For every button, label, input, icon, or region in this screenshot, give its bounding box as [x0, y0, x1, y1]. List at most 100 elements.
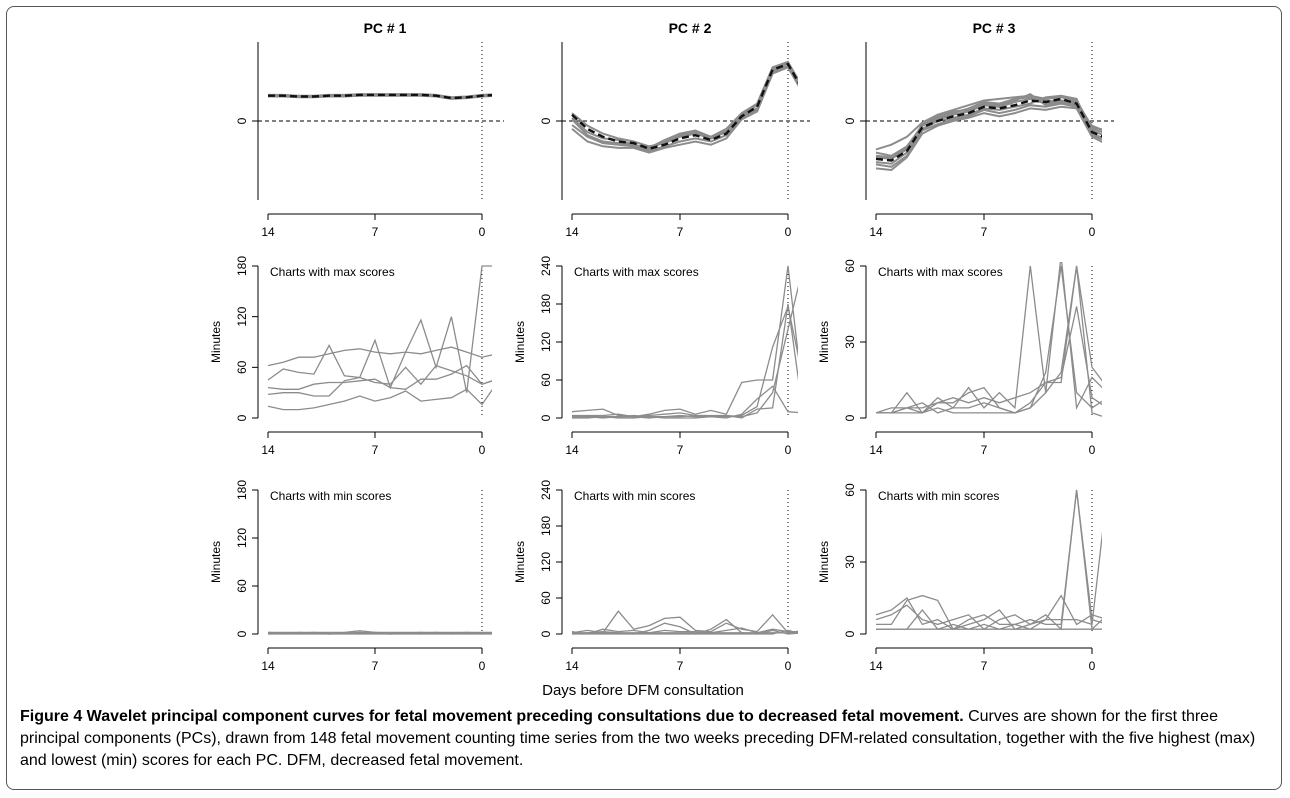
pc1-min-x-tick-label: 7	[372, 659, 379, 673]
pc1-max-y-tick-label: 0	[235, 414, 249, 421]
pc2-max-series-line	[572, 385, 798, 419]
pc3-max-inner-label: Charts with max scores	[878, 265, 1003, 279]
caption-title: Figure 4 Wavelet principal component cur…	[20, 708, 964, 725]
pc3-max-y-label: Minutes	[817, 321, 831, 363]
pc1-min-curves	[267, 630, 492, 635]
pc2-min-curves	[571, 610, 798, 635]
pc2-min-x-tick-label: 0	[785, 659, 792, 673]
pc3-max-x-tick-label: 14	[869, 443, 883, 457]
pc2-curve-x-tick-label: 14	[565, 225, 579, 239]
pc1-curve-x-tick-label: 7	[372, 225, 379, 239]
pc2-max-inner-label: Charts with max scores	[574, 265, 699, 279]
pc3-min-series-line	[876, 531, 1102, 630]
pc3-curve-x-tick-label: 7	[981, 225, 988, 239]
pc3-curve-curves	[875, 92, 1102, 172]
pc1-min-y-label: Minutes	[209, 541, 223, 583]
pc3-max-series-line	[876, 265, 1102, 414]
pc1-max-y-label: Minutes	[209, 321, 223, 363]
pc2-max-y-tick-label: 60	[539, 373, 553, 387]
pc1-curve-y-tick-label: 0	[235, 117, 249, 124]
pc2-max-y-tick-label: 0	[539, 414, 553, 421]
pc1-max-panel: 14 7 0 0 60 120 180 Minutes Charts with max scor…	[209, 256, 492, 457]
pc2-min-series-line	[572, 629, 798, 635]
pc3-max-x-tick-label: 7	[981, 443, 988, 457]
pc3-curve-mean-line	[875, 97, 1102, 162]
pc1-min-y-tick-label: 120	[235, 528, 249, 548]
pc2-max-x-tick-label: 14	[565, 443, 579, 457]
pc2-min-inner-label: Charts with min scores	[574, 489, 695, 503]
pc3-curve-y-tick-label: 0	[843, 117, 857, 124]
pc1-max-series-line	[267, 364, 492, 397]
pc3-max-y-tick-label: 30	[843, 335, 857, 349]
pc3-max-series-line	[876, 265, 1102, 414]
pc3-max-series-line	[876, 306, 1102, 414]
pc2-min-y-tick-label: 180	[539, 516, 553, 536]
pc1-max-inner-label: Charts with max scores	[270, 265, 395, 279]
pc1-max-x-tick-label: 0	[479, 443, 486, 457]
pc1-min-x-tick-label: 14	[261, 659, 275, 673]
pc3-min-y-label: Minutes	[817, 541, 831, 583]
pc1-max-series-line	[267, 265, 492, 393]
pc2-max-x-tick-label: 7	[677, 443, 684, 457]
pc3-curve-series-line	[875, 92, 1102, 160]
pc3-curve-series-line	[875, 94, 1102, 151]
pc2-max-series-line	[571, 265, 798, 418]
pc3-curve-series-line	[875, 102, 1102, 168]
pc1-curve-x-tick-label: 0	[479, 225, 486, 239]
pc2-curve-y-tick-label: 0	[539, 117, 553, 124]
figure-frame	[6, 6, 1282, 790]
pc3-curve-x-tick-label: 0	[1089, 225, 1096, 239]
pc2-min-series-line	[571, 627, 798, 635]
pc3-max-x-tick-label: 0	[1089, 443, 1096, 457]
pc3-min-y-tick-label: 30	[843, 555, 857, 569]
pc1-min-series-line	[267, 631, 492, 634]
pc2-curve-x-tick-label: 0	[785, 225, 792, 239]
pc2-min-y-tick-label: 60	[539, 591, 553, 605]
panels-group: PC # 1 14 7 0 0 PC # 2 14 7 0 0 PC # 3 14 7 0 0 14 7 0 0 60…	[209, 20, 1114, 673]
pc3-min-inner-label: Charts with min scores	[878, 489, 999, 503]
pc1-max-x-tick-label: 14	[261, 443, 275, 457]
pc3-max-curves	[875, 262, 1102, 417]
pc2-min-y-tick-label: 0	[539, 630, 553, 637]
pc1-max-series-line	[267, 346, 492, 367]
pc2-min-y-tick-label: 240	[539, 480, 553, 500]
pc2-max-panel: 14 7 0 0 60 120 180 240 Minutes Charts with max s…	[513, 256, 798, 457]
pc3-curve-series-line	[875, 105, 1102, 172]
pc1-max-series-line	[267, 388, 492, 411]
pc1-max-y-tick-label: 180	[235, 256, 249, 276]
pc3-min-x-tick-label: 0	[1089, 659, 1096, 673]
pc2-curve-x-tick-label: 7	[677, 225, 684, 239]
pc1-curve-mean-line	[268, 93, 492, 100]
pc3-min-y-tick-label: 0	[843, 630, 857, 637]
pc2-max-y-label: Minutes	[513, 321, 527, 363]
pc1-curve-curves	[268, 93, 492, 100]
pc1-min-y-tick-label: 0	[235, 630, 249, 637]
figure-caption: Figure 4 Wavelet principal component cur…	[20, 706, 1270, 772]
x-axis-label: Days before DFM consultation	[542, 682, 744, 699]
pc3-max-panel: 14 7 0 0 30 60 Minutes Charts with max scores	[817, 259, 1102, 457]
pc3-curve-panel: PC # 3 14 7 0 0	[843, 20, 1114, 239]
pc3-max-y-tick-label: 60	[843, 259, 857, 273]
pc2-max-y-tick-label: 120	[539, 332, 553, 352]
pc2-min-panel: 14 7 0 0 60 120 180 240 Minutes Charts with min s…	[513, 480, 798, 673]
pc3-min-curves	[875, 489, 1102, 631]
pc1-min-x-tick-label: 0	[479, 659, 486, 673]
pc2-max-series-line	[572, 285, 798, 418]
caption-text: Curves are shown for the first three pri…	[20, 708, 1256, 769]
pc3-max-series-line	[876, 262, 1102, 414]
pc3-min-x-tick-label: 14	[869, 659, 883, 673]
pc2-curve-curves	[571, 60, 798, 154]
pc2-max-y-tick-label: 180	[539, 294, 553, 314]
pc1-max-series-line	[267, 364, 492, 390]
pc3-min-panel: 14 7 0 0 30 60 Minutes Charts with min scores	[817, 483, 1102, 673]
pc1-min-y-tick-label: 180	[235, 480, 249, 500]
pc1-max-y-tick-label: 60	[235, 360, 249, 374]
pc3-min-x-tick-label: 7	[981, 659, 988, 673]
pc2-curve-title: PC # 2	[669, 20, 712, 36]
pc3-curve-x-tick-label: 14	[869, 225, 883, 239]
pc2-curve-panel: PC # 2 14 7 0 0	[539, 20, 810, 239]
pc1-min-panel: 14 7 0 0 60 120 180 Minutes Charts with min scor…	[209, 480, 492, 673]
pc3-min-y-tick-label: 60	[843, 483, 857, 497]
pc1-curve-panel: PC # 1 14 7 0 0	[235, 20, 504, 239]
pc3-max-y-tick-label: 0	[843, 414, 857, 421]
